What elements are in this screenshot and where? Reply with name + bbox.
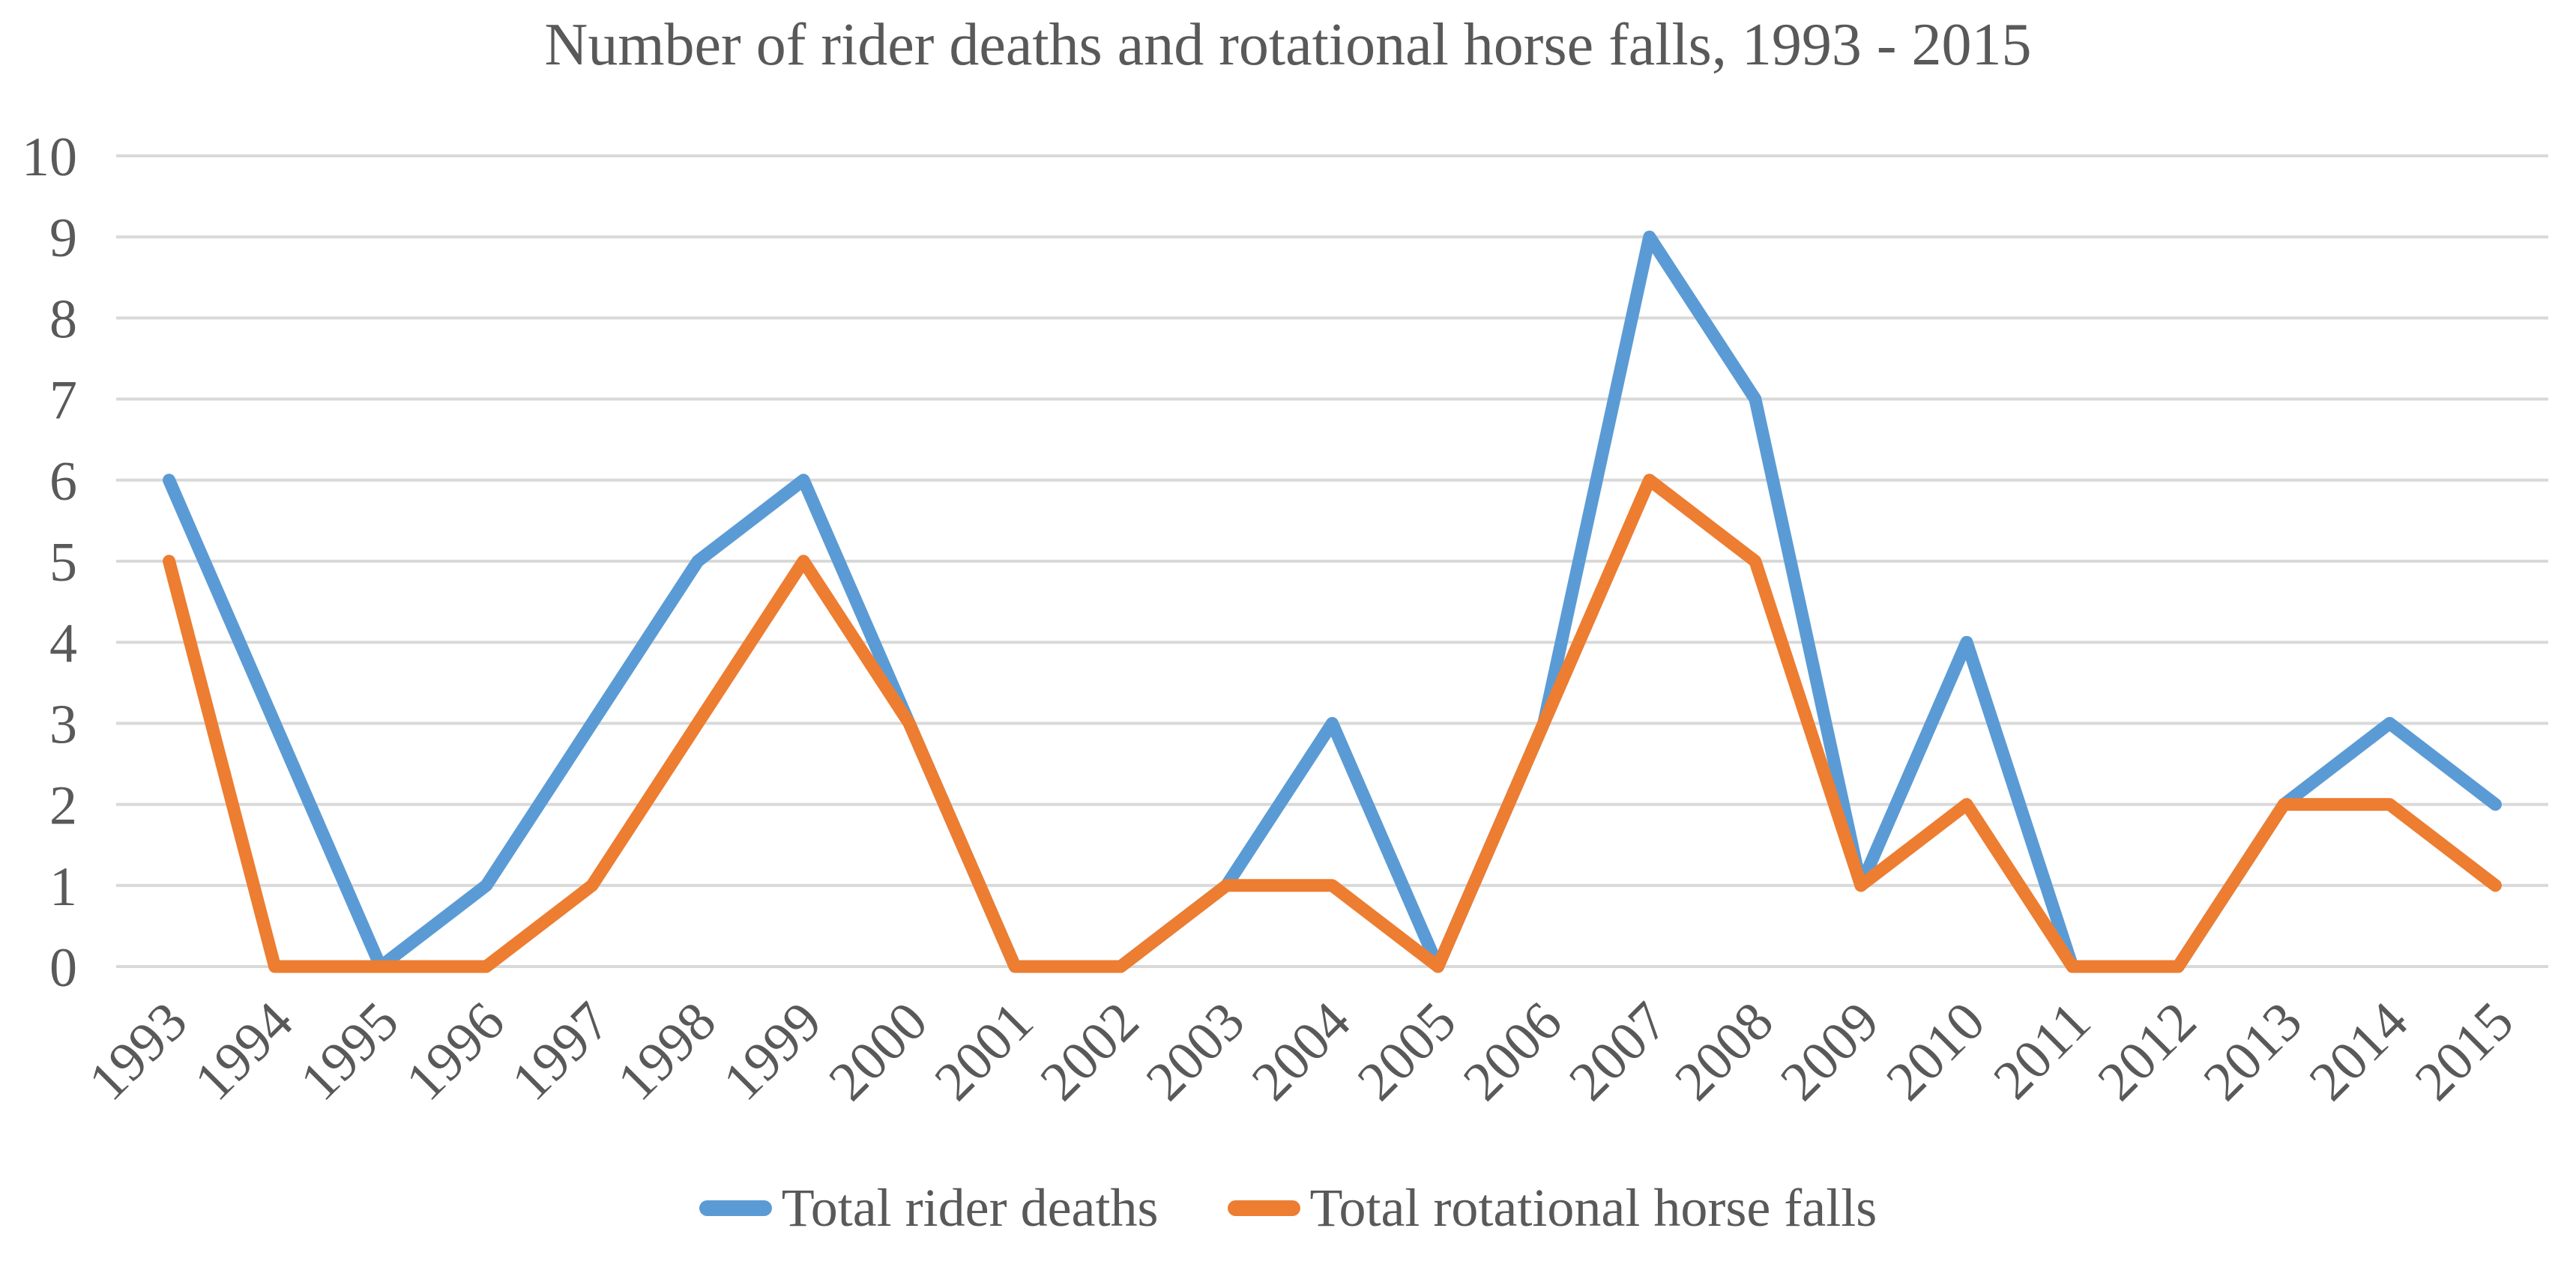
- x-axis-tick-label: 2001: [923, 991, 1046, 1113]
- x-axis-tick-label: 1994: [183, 991, 305, 1113]
- y-axis-tick-label: 6: [49, 451, 77, 512]
- legend-swatch-total-rider-deaths: [699, 1200, 772, 1216]
- y-axis-tick-label: 7: [49, 370, 77, 432]
- x-axis-tick-label: 2006: [1452, 991, 1574, 1113]
- x-axis-tick-label: 2004: [1240, 991, 1363, 1113]
- y-axis-tick-label: 2: [49, 775, 77, 837]
- x-axis-tick-label: 1998: [606, 991, 728, 1113]
- chart-title: Number of rider deaths and rotational ho…: [544, 12, 2032, 78]
- y-axis-tick-label: 3: [49, 694, 77, 755]
- y-axis-tick-label: 0: [49, 937, 77, 999]
- x-axis-tick-label: 2005: [1346, 991, 1468, 1113]
- x-axis-tick-label: 1999: [711, 991, 833, 1113]
- x-axis-tick-label: 2002: [1029, 991, 1151, 1113]
- y-axis-tick-label: 4: [49, 613, 77, 674]
- x-axis-tick-label: 2010: [1874, 991, 1997, 1113]
- x-axis-tick-label: 2007: [1557, 991, 1680, 1113]
- x-axis-tick-label: 2014: [2298, 991, 2420, 1113]
- series-line-total-rider-deaths: [163, 230, 2502, 973]
- y-axis-tick-label: 1: [49, 856, 77, 918]
- x-axis-tick-label: 2009: [1769, 991, 1891, 1113]
- x-axis-tick-label: 1996: [394, 991, 516, 1113]
- y-axis-tick-label: 9: [49, 208, 77, 269]
- legend-label-total-rider-deaths: Total rider deaths: [781, 1178, 1159, 1238]
- x-axis-tick-label: 2012: [2087, 991, 2209, 1113]
- x-axis-tick-label: 1997: [500, 991, 622, 1113]
- legend-swatch-total-rotational-horse-falls: [1227, 1200, 1300, 1216]
- x-axis-tick-label: 2008: [1663, 991, 1785, 1113]
- y-axis-tick-label: 10: [22, 127, 77, 188]
- x-axis-tick-label: 2013: [2192, 991, 2314, 1113]
- x-axis-tick-label: 1993: [77, 991, 199, 1113]
- y-axis-tick-label: 8: [49, 288, 77, 350]
- y-axis-tick-label: 5: [49, 532, 77, 593]
- x-axis-tick-label: 1995: [289, 991, 411, 1113]
- x-axis-tick-label: 2011: [1982, 991, 2102, 1111]
- x-axis-tick-label: 2003: [1135, 991, 1257, 1113]
- legend: Total rider deaths Total rotational hors…: [0, 1170, 2576, 1245]
- legend-label-total-rotational-horse-falls: Total rotational horse falls: [1309, 1178, 1877, 1238]
- series-line-total-rotational-horse-falls: [163, 474, 2502, 973]
- legend-item-total-rotational-horse-falls: Total rotational horse falls: [1227, 1178, 1877, 1238]
- legend-item-total-rider-deaths: Total rider deaths: [699, 1181, 1159, 1235]
- x-axis-tick-label: 2000: [818, 991, 940, 1113]
- x-axis-tick-label: 2015: [2404, 991, 2526, 1113]
